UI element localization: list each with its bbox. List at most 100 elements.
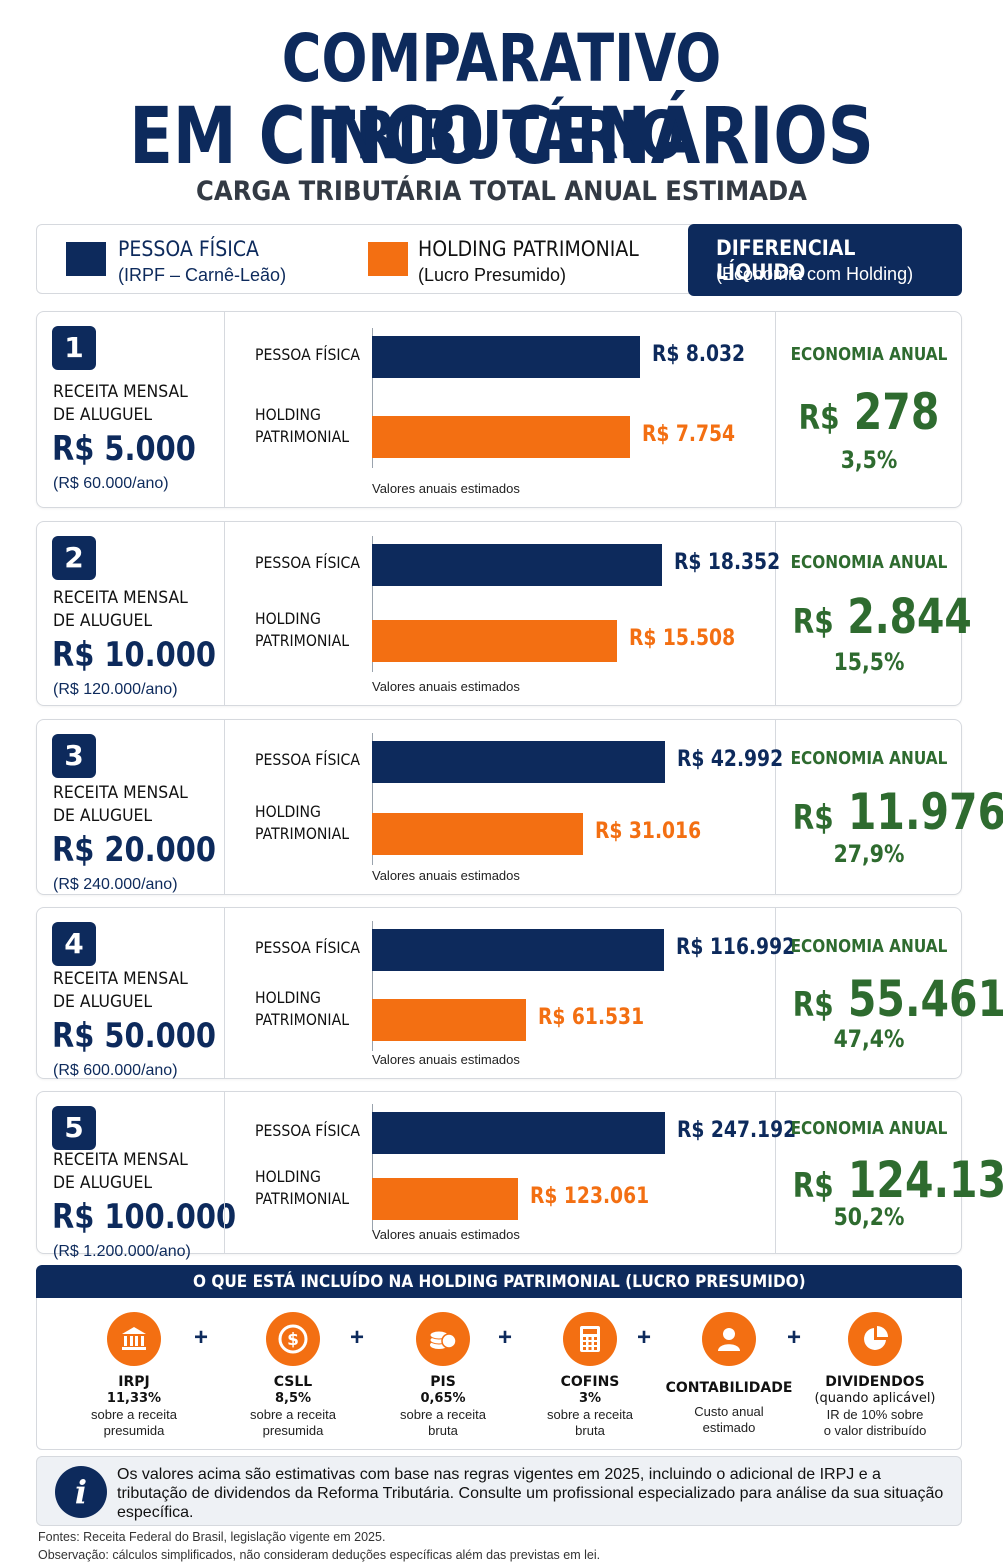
scenario-bar-chart: PESSOA FÍSICA HOLDING PATRIMONIAL R$ 42.9… [224,720,783,894]
bar-label-pf: PESSOA FÍSICA [255,1121,361,1140]
scenario-info: 1 RECEITA MENSAL DE ALUGUEL R$ 5.000 (R$ … [37,312,224,507]
economia-percent: 15,5% [833,648,905,676]
economia-value: R$ 11.976 [792,783,1003,841]
bar-value-pf: R$ 8.032 [652,342,746,367]
bar-label-pf: PESSOA FÍSICA [255,553,361,572]
chart-axis [372,536,373,672]
bar-label-hp: HOLDING PATRIMONIAL [255,988,350,1029]
chart-note: Valores anuais estimados [372,1227,520,1242]
included-item-name: IRPJ [118,1374,150,1390]
title-line-1: COMPARATIVO TRIBUTÁRIO [281,20,722,174]
scenario-card: 5 RECEITA MENSAL DE ALUGUEL R$ 100.000 (R… [36,1091,1003,1260]
economia-label: ECONOMIA ANUAL [790,344,948,365]
bar-label-pf: PESSOA FÍSICA [255,938,361,957]
included-item-rate: 0,65% [420,1391,466,1406]
receita-anual-value: (R$ 1.200.000/ano) [53,1243,191,1260]
economia-panel: ECONOMIA ANUAL R$ 124.131 50,2% [776,1092,1003,1253]
included-panel: IRPJ 11,33% sobre a receita presumida + $ … [36,1298,962,1450]
included-item-csll: $ CSLL 8,5% sobre a receita presumida [218,1312,368,1439]
info-text: Os valores acima são estimativas com bas… [117,1466,944,1521]
receita-label: RECEITA MENSAL DE ALUGUEL [53,382,188,425]
scenario-number-badge: 2 [52,536,96,580]
bank-icon [107,1312,161,1366]
receita-anual-value: (R$ 240.000/ano) [53,876,178,893]
person-icon [702,1312,756,1366]
included-item-desc: sobre a receita presumida [91,1407,177,1438]
bar-pessoa-fisica [372,336,640,378]
scenario-card: 4 RECEITA MENSAL DE ALUGUEL R$ 50.000 (R$… [36,907,1003,1079]
receita-mensal-value: R$ 50.000 [52,1016,216,1056]
bar-value-hp: R$ 15.508 [629,626,736,651]
legend-swatch-hp [368,242,408,276]
included-item-dividendos: DIVIDENDOS (quando aplicável) IR de 10% … [800,1312,950,1439]
included-item-rate: (quando aplicável) [814,1391,936,1406]
included-item-name: DIVIDENDOS [825,1374,925,1390]
bar-label-hp: HOLDING PATRIMONIAL [255,802,350,843]
included-item-name: CONTABILIDADE [665,1380,793,1396]
scenario-card: 3 RECEITA MENSAL DE ALUGUEL R$ 20.000 (R$… [36,719,1003,895]
economia-label: ECONOMIA ANUAL [790,552,948,573]
included-item-name: PIS [430,1374,456,1390]
included-item-name: COFINS [560,1374,620,1390]
economia-label: ECONOMIA ANUAL [790,748,948,769]
economia-value: R$ 124.131 [792,1151,1003,1209]
legend-hp-sub: (Lucro Presumido) [418,265,567,285]
bar-pessoa-fisica [372,929,664,971]
bar-label-hp: HOLDING PATRIMONIAL [255,405,350,446]
included-item-rate: 3% [578,1391,602,1406]
footer-observacao: Observação: cálculos simplificados, não … [38,1548,601,1562]
economia-percent: 50,2% [833,1203,905,1231]
scenario-bar-chart: PESSOA FÍSICA HOLDING PATRIMONIAL R$ 18.3… [224,522,780,705]
economia-panel: ECONOMIA ANUAL R$ 278 3,5% [776,312,962,507]
calculator-icon [563,1312,617,1366]
bar-value-hp: R$ 61.531 [538,1005,645,1030]
included-item-desc: sobre a receita bruta [547,1407,633,1438]
dollar-coin-icon: $ [266,1312,320,1366]
scenario-number-badge: 4 [52,922,96,966]
chart-note: Valores anuais estimados [372,868,520,883]
chart-axis [372,733,373,865]
subtitle: CARGA TRIBUTÁRIA TOTAL ANUAL ESTIMADA [196,176,807,207]
included-item-contabilidade: CONTABILIDADE Custo anual estimado [654,1312,804,1436]
scenario-number-badge: 1 [52,326,96,370]
economia-panel: ECONOMIA ANUAL R$ 2.844 15,5% [776,522,972,705]
plus-sign: + [350,1324,365,1351]
plus-sign: + [194,1324,209,1351]
info-icon: i [55,1466,107,1518]
receita-label: RECEITA MENSAL DE ALUGUEL [53,1150,188,1193]
included-item-cofins: COFINS 3% sobre a receita bruta [515,1312,665,1439]
scenario-bar-chart: PESSOA FÍSICA HOLDING PATRIMONIAL R$ 116.… [224,908,795,1078]
receita-label: RECEITA MENSAL DE ALUGUEL [53,783,188,826]
info-box: i Os valores acima são estimativas com b… [36,1456,962,1526]
receita-label: RECEITA MENSAL DE ALUGUEL [53,588,188,631]
receita-mensal-value: R$ 5.000 [52,429,196,469]
scenario-info: 4 RECEITA MENSAL DE ALUGUEL R$ 50.000 (R$… [37,908,224,1079]
economia-label: ECONOMIA ANUAL [790,936,948,957]
bar-holding-patrimonial [372,416,630,458]
bar-value-pf: R$ 42.992 [677,747,784,772]
included-item-rate: 11,33% [106,1391,162,1406]
chart-axis [372,328,373,468]
legend-diff-sub: (Economia com Holding) [716,264,914,284]
legend-pf-title: PESSOA FÍSICA [118,237,259,261]
scenario-card: 2 RECEITA MENSAL DE ALUGUEL R$ 10.000 (R$… [36,521,972,706]
chart-axis [372,921,373,1051]
bar-label-hp: HOLDING PATRIMONIAL [255,609,350,650]
chart-axis [372,1104,373,1230]
bar-value-pf: R$ 18.352 [674,550,781,575]
scenario-bar-chart: PESSOA FÍSICA HOLDING PATRIMONIAL R$ 8.03… [224,312,776,507]
bar-holding-patrimonial [372,620,617,662]
bar-value-hp: R$ 123.061 [530,1184,650,1209]
legend-swatch-pf [66,242,106,276]
plus-sign: + [637,1324,652,1351]
included-item-name: CSLL [273,1374,313,1390]
plus-sign: + [787,1324,802,1351]
chart-note: Valores anuais estimados [372,679,520,694]
coins-stack-icon [416,1312,470,1366]
legend-diff-title: DIFERENCIAL LÍQUIDO [716,236,856,284]
plus-sign: + [498,1324,513,1351]
bar-pessoa-fisica [372,1112,665,1154]
receita-anual-value: (R$ 120.000/ano) [53,681,178,698]
legend-diferencial: DIFERENCIAL LÍQUIDO (Economia com Holdin… [688,224,962,296]
included-header: O QUE ESTÁ INCLUÍDO NA HOLDING PATRIMONI… [36,1265,962,1299]
